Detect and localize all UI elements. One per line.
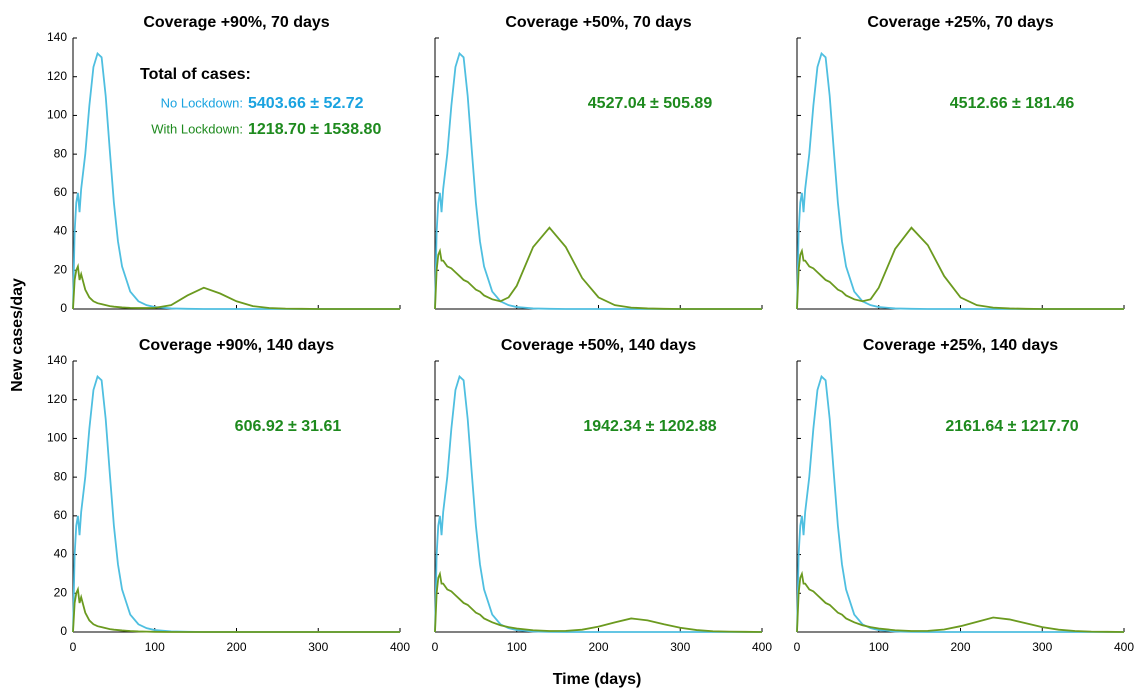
subplot: Coverage +50%, 140 days 0 100 200 300 400 1942… (432, 337, 773, 654)
x-tick-label: 400 (752, 640, 772, 654)
y-tick-label: 0 (60, 624, 67, 638)
annotation: 606.92 ± 31.61 (235, 418, 342, 435)
series-line (434, 51, 762, 310)
annotation: 1218.70 ± 1538.80 (248, 121, 381, 138)
series-line (796, 51, 1124, 310)
subplot: Coverage +90%, 70 days 0 20 40 60 80 100 120 140… (47, 14, 401, 315)
y-tick-label: 60 (54, 508, 68, 522)
y-tick-label: 20 (54, 585, 68, 599)
y-tick-label: 40 (54, 547, 68, 561)
y-tick-label: 80 (54, 469, 68, 483)
annotation: 2161.64 ± 1217.70 (945, 418, 1078, 435)
subplot-title: Coverage +90%, 70 days (143, 14, 329, 31)
x-tick-label: 0 (794, 640, 801, 654)
series-line (72, 262, 400, 310)
annotation: Total of cases: (140, 66, 251, 83)
x-tick-label: 200 (588, 640, 608, 654)
subplot: Coverage +50%, 70 days 4527.04 ± 505.89 (434, 14, 763, 310)
y-tick-label: 120 (47, 69, 67, 83)
x-tick-label: 400 (390, 640, 410, 654)
y-tick-label: 60 (54, 185, 68, 199)
y-tick-label: 120 (47, 392, 67, 406)
annotation: 1942.34 ± 1202.88 (583, 418, 716, 435)
subplot-title: Coverage +25%, 70 days (867, 14, 1053, 31)
x-tick-label: 100 (869, 640, 889, 654)
subplot-title: Coverage +50%, 70 days (505, 14, 691, 31)
series-line (796, 374, 1124, 633)
subplot-title: Coverage +50%, 140 days (501, 337, 696, 354)
x-tick-label: 200 (950, 640, 970, 654)
y-tick-label: 20 (54, 262, 68, 276)
series-line (72, 51, 400, 310)
subplot: Coverage +90%, 140 days 0 20 40 60 80 100 120 14… (47, 337, 410, 654)
series-line (434, 570, 763, 633)
annotation: 4512.66 ± 181.46 (950, 95, 1075, 112)
x-tick-label: 0 (70, 640, 77, 654)
y-tick-label: 140 (47, 30, 67, 44)
series-line (434, 374, 762, 633)
series-line (72, 374, 400, 633)
series-line (434, 226, 762, 310)
subplot: Coverage +25%, 70 days 4512.66 ± 181.46 (796, 14, 1125, 310)
x-tick-label: 200 (226, 640, 246, 654)
y-tick-label: 100 (47, 431, 67, 445)
series-name: With Lockdown: (151, 121, 243, 136)
y-tick-label: 100 (47, 108, 67, 122)
series-name: No Lockdown: (161, 95, 243, 110)
series-line (796, 570, 1125, 633)
subplot: Coverage +25%, 140 days 0 100 200 300 400 2161… (794, 337, 1135, 654)
x-tick-label: 300 (1032, 640, 1052, 654)
y-tick-label: 80 (54, 146, 68, 160)
series-line (796, 226, 1124, 310)
y-tick-label: 140 (47, 353, 67, 367)
x-tick-label: 0 (432, 640, 439, 654)
x-tick-label: 400 (1114, 640, 1134, 654)
x-tick-label: 300 (670, 640, 690, 654)
y-axis-label: New cases/day (9, 278, 26, 392)
x-tick-label: 100 (507, 640, 527, 654)
y-tick-label: 40 (54, 224, 68, 238)
x-tick-label: 100 (145, 640, 165, 654)
subplot-title: Coverage +25%, 140 days (863, 337, 1058, 354)
annotation: 4527.04 ± 505.89 (588, 95, 713, 112)
x-tick-label: 300 (308, 640, 328, 654)
y-tick-label: 0 (60, 301, 67, 315)
annotation: 5403.66 ± 52.72 (248, 95, 364, 112)
subplot-title: Coverage +90%, 140 days (139, 337, 334, 354)
series-line (72, 585, 400, 633)
x-axis-label: Time (days) (553, 671, 642, 688)
